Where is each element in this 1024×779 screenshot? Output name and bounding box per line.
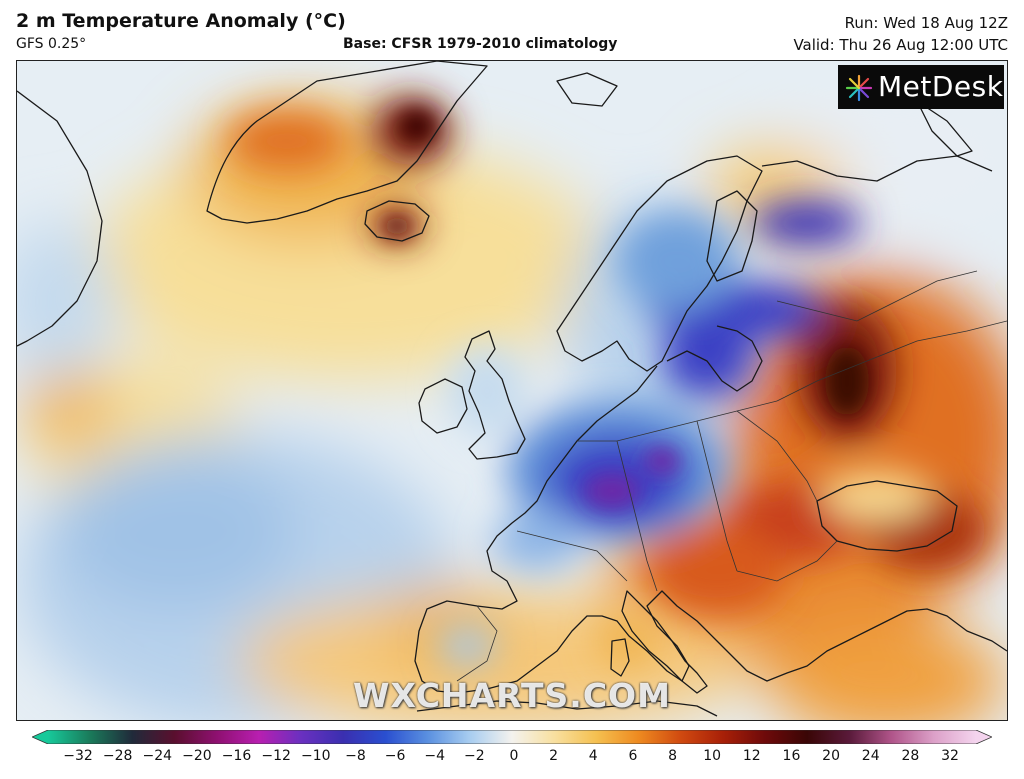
colorbar-tick-label: 12 <box>742 748 761 764</box>
iceland-coastline <box>364 200 430 242</box>
colorbar <box>32 730 992 744</box>
colorbar-tick-label: 6 <box>628 748 638 764</box>
colorbar-tick-label: 28 <box>901 748 920 764</box>
colorbar-tick-label: −32 <box>63 748 93 764</box>
colorbar-tick-label: 16 <box>782 748 801 764</box>
colorbar-tick-label: −6 <box>384 748 406 764</box>
colorbar-tick-label: −24 <box>142 748 173 764</box>
sardinia-coastline <box>610 638 630 677</box>
colorbar-tick-label: −4 <box>424 748 446 764</box>
model-label: GFS 0.25° <box>16 36 87 52</box>
run-time-label: Run: Wed 18 Aug 12Z <box>844 14 1008 32</box>
colorbar-tick-label: −2 <box>464 748 485 764</box>
colorbar-bar <box>32 730 992 744</box>
country-borders <box>456 270 1007 682</box>
metdesk-logo: MetDesk <box>838 65 1004 109</box>
canada-coastline <box>17 90 103 347</box>
colorbar-tick-label: −16 <box>221 748 252 764</box>
anomaly-field-extreme <box>383 110 869 509</box>
ireland-coastline <box>418 378 468 434</box>
map-canvas <box>17 61 1007 720</box>
greenland-coastline <box>206 61 488 224</box>
north-africa-coastline <box>416 700 718 717</box>
colorbar-tick-label: −28 <box>102 748 133 764</box>
colorbar-tick-label: 0 <box>509 748 519 764</box>
valid-time-label: Valid: Thu 26 Aug 12:00 UTC <box>793 36 1008 54</box>
climatology-base-label: Base: CFSR 1979-2010 climatology <box>343 36 618 52</box>
colorbar-tick-label: 8 <box>668 748 677 764</box>
colorbar-tick-label: 10 <box>703 748 722 764</box>
colorbar-tick-label: −10 <box>301 748 331 764</box>
starburst-icon <box>845 74 873 102</box>
colorbar-tick-label: 24 <box>861 748 880 764</box>
colorbar-tick-label: 4 <box>588 748 598 764</box>
coastlines <box>17 61 1007 717</box>
colorbar-tick-label: 20 <box>822 748 840 764</box>
chart-header: 2 m Temperature Anomaly (°C) GFS 0.25° B… <box>0 0 1024 60</box>
colorbar-tick-label: 32 <box>941 748 959 764</box>
temperature-anomaly-map <box>16 60 1008 721</box>
svalbard-coastline <box>556 72 618 107</box>
great-britain-coastline <box>464 330 526 460</box>
logo-text: MetDesk <box>878 70 1004 103</box>
scandinavia-coastline <box>556 155 763 372</box>
italy-coastline <box>621 590 708 694</box>
continental-coastline <box>414 365 1007 694</box>
novaya-zemlya-coastline <box>916 100 973 157</box>
chart-title: 2 m Temperature Anomaly (°C) <box>16 10 346 32</box>
colorbar-tick-label: 2 <box>549 748 559 764</box>
colorbar-tick-label: −12 <box>261 748 291 764</box>
colorbar-tick-label: −20 <box>182 748 212 764</box>
baltic-coastline <box>666 325 763 392</box>
watermark: WXCHARTS.COM <box>353 676 671 715</box>
finland-coastline <box>706 190 758 282</box>
colorbar-tick-label: −8 <box>345 748 366 764</box>
